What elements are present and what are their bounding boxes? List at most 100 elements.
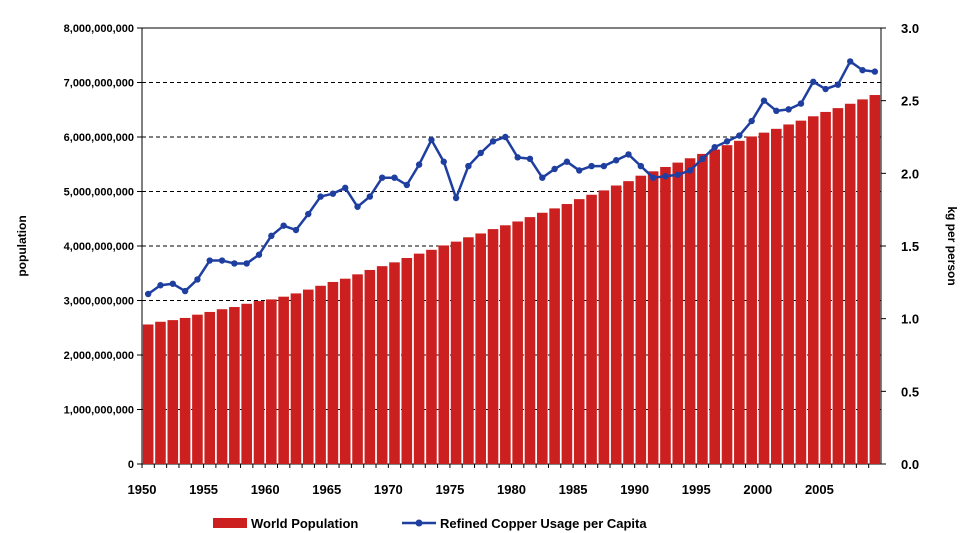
copper-usage-point	[157, 282, 164, 289]
population-bar	[450, 241, 462, 464]
copper-usage-point	[637, 162, 645, 170]
grid-lines	[142, 82, 881, 410]
population-bars	[142, 95, 881, 465]
population-bar	[302, 289, 314, 464]
right-tick-label: 0.5	[901, 384, 919, 399]
population-bar	[290, 293, 302, 464]
copper-usage-path	[147, 60, 875, 295]
population-bar	[241, 303, 252, 464]
population-bar	[475, 233, 487, 464]
copper-usage-point	[243, 260, 250, 267]
legend-swatch-copper-marker	[415, 519, 423, 527]
population-bar	[192, 314, 203, 464]
left-tick-label: 0	[128, 459, 134, 471]
copper-usage-point	[649, 174, 657, 181]
copper-usage-point	[563, 158, 571, 165]
population-bar	[426, 249, 437, 464]
copper-usage-point	[847, 58, 854, 65]
population-bar	[253, 301, 265, 464]
copper-usage-point	[625, 151, 632, 158]
copper-usage-point	[834, 81, 842, 88]
copper-usage-point	[268, 232, 275, 240]
legend-label-world-population: World Population	[251, 516, 358, 531]
population-bar	[376, 266, 388, 464]
population-bar	[401, 257, 413, 464]
population-bar	[623, 181, 634, 464]
copper-usage-point	[859, 66, 866, 74]
copper-usage-point	[711, 143, 718, 151]
population-bar	[512, 221, 523, 464]
population-bar	[327, 281, 339, 464]
population-bar	[610, 185, 622, 464]
population-bar	[672, 162, 684, 465]
copper-usage-point	[378, 174, 386, 181]
legend-label-copper-usage: Refined Copper Usage per Capita	[440, 516, 647, 531]
population-bar	[771, 128, 782, 464]
copper-usage-point	[822, 85, 829, 93]
x-tick-label: 1995	[682, 482, 711, 497]
copper-usage-point	[551, 165, 558, 173]
plot-border	[141, 27, 882, 465]
right-axis-ticks: 0.0 0.5 1.0 1.5 2.0 2.5 3.0	[881, 21, 919, 472]
copper-usage-point	[342, 184, 349, 192]
population-bar	[660, 166, 671, 464]
left-tick-label: 1,000,000,000	[64, 405, 134, 417]
x-tick-label: 1975	[435, 482, 464, 497]
copper-usage-point	[785, 106, 792, 113]
population-bar	[783, 124, 794, 464]
copper-usage-point	[723, 138, 731, 145]
population-bar	[598, 190, 610, 464]
right-tick-label: 0.0	[901, 457, 919, 472]
legend-swatch-world-population	[213, 518, 247, 528]
copper-usage-point	[514, 154, 521, 161]
copper-usage-point	[576, 167, 583, 174]
copper-usage-point	[600, 162, 608, 170]
x-tick-label: 1950	[128, 482, 157, 497]
population-bar	[684, 158, 696, 464]
left-tick-label: 7,000,000,000	[64, 78, 134, 90]
left-axis-title: population	[15, 215, 29, 276]
left-tick-label: 8,000,000,000	[64, 23, 134, 35]
population-bar	[463, 237, 474, 464]
copper-usage-point	[280, 222, 287, 229]
population-bar	[352, 274, 363, 464]
population-bar	[697, 153, 708, 464]
x-tick-label: 1960	[251, 482, 280, 497]
x-tick-label: 1990	[620, 482, 649, 497]
population-bar	[758, 132, 770, 464]
copper-usage-point	[502, 133, 509, 141]
population-bar	[721, 145, 733, 465]
copper-usage-point	[218, 257, 226, 264]
population-bar	[142, 324, 154, 464]
population-bar	[155, 321, 166, 464]
population-bar	[586, 194, 597, 464]
population-bar	[487, 229, 499, 464]
copper-usage-point	[194, 276, 201, 283]
population-bar	[413, 253, 425, 464]
x-tick-label: 1985	[559, 482, 588, 497]
copper-usage-point	[206, 257, 213, 264]
x-tick-label: 1955	[189, 482, 218, 497]
population-bar	[573, 199, 585, 464]
x-tick-label: 1965	[312, 482, 341, 497]
copper-usage-point	[612, 157, 620, 164]
population-bar	[807, 116, 819, 464]
population-bar	[561, 204, 573, 464]
population-bar	[536, 212, 548, 464]
copper-usage-point	[736, 132, 743, 139]
population-bar	[795, 120, 807, 465]
copper-usage-point	[539, 174, 546, 181]
copper-usage-point	[391, 174, 398, 181]
population-bar	[549, 208, 560, 464]
copper-usage-point	[452, 194, 460, 202]
copper-usage-point	[255, 251, 263, 258]
copper-usage-point	[477, 149, 484, 157]
left-axis-ticks: 0 1,000,000,000 2,000,000,000 3,000,000,000…	[64, 23, 142, 471]
right-tick-label: 1.0	[901, 312, 919, 327]
population-bar	[709, 149, 721, 464]
population-bar	[364, 269, 376, 464]
copper-usage-point	[366, 193, 374, 200]
population-bar	[857, 99, 868, 465]
copper-usage-point	[428, 136, 435, 144]
